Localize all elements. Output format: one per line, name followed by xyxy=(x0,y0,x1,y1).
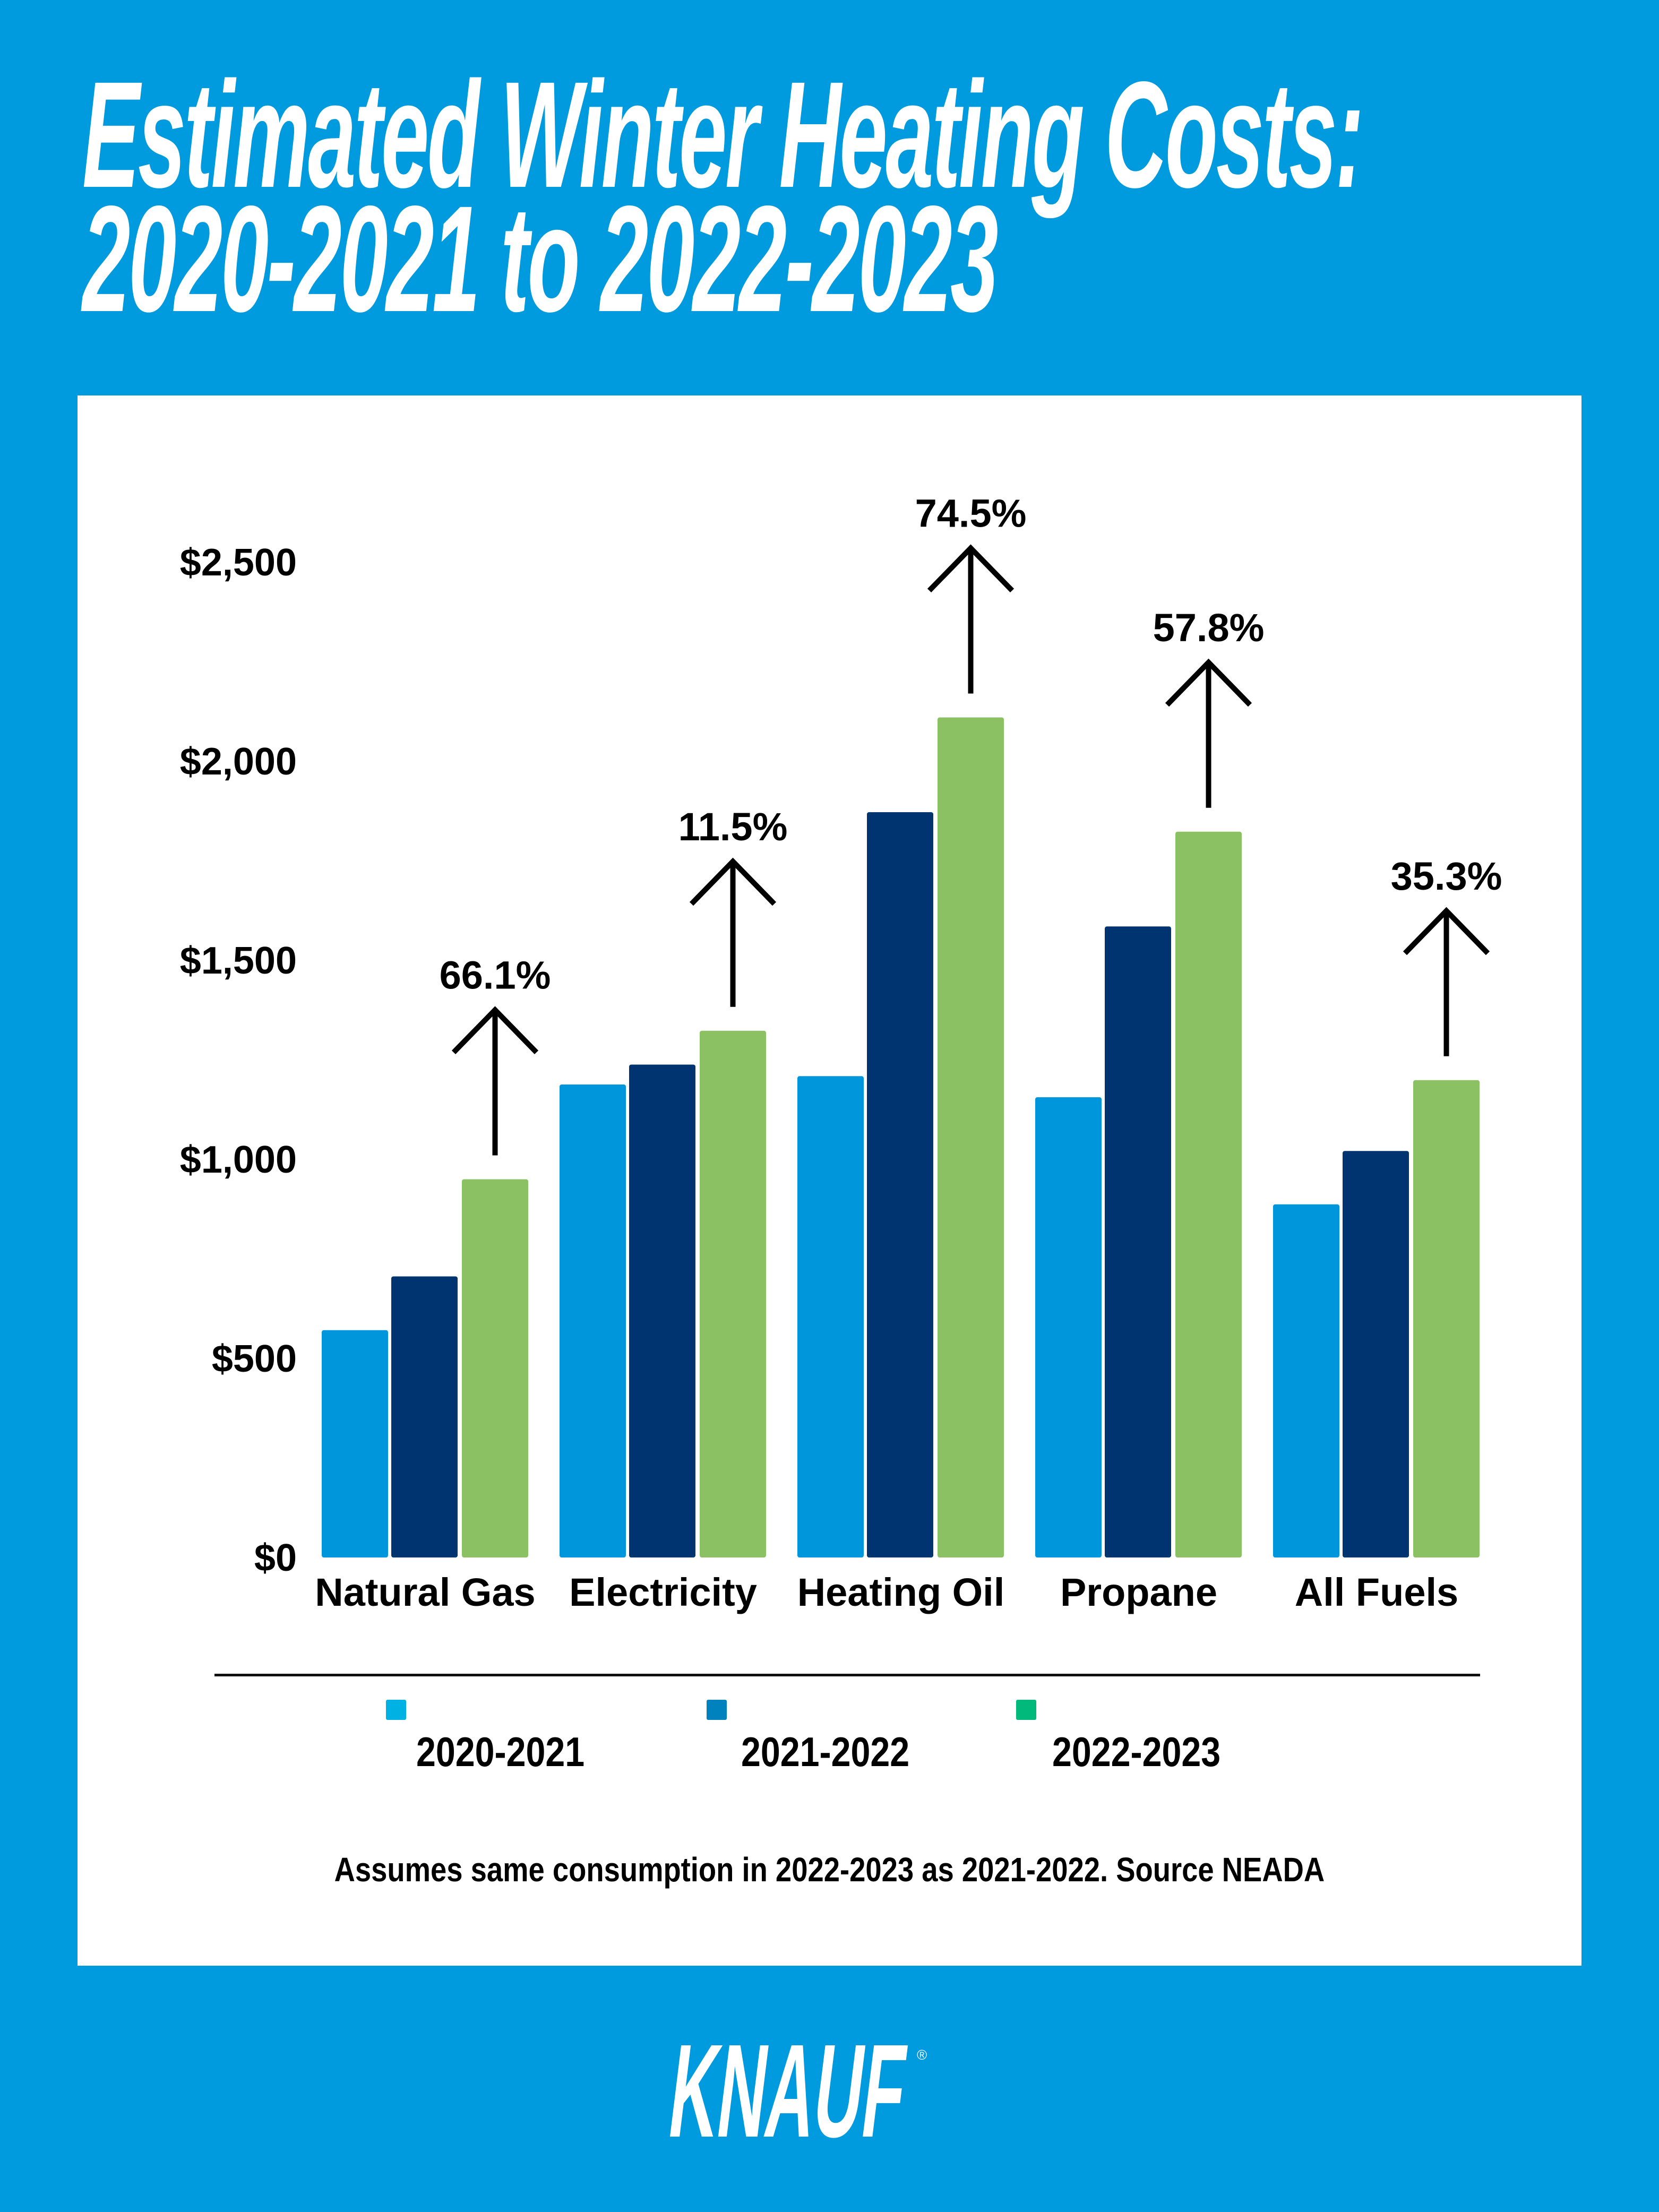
bar-2020-2021-all-fuels xyxy=(1273,1204,1339,1557)
category-label: Electricity xyxy=(569,1570,757,1614)
increase-arrow-icon xyxy=(927,544,1015,694)
y-tick-label: $1,500 xyxy=(180,940,297,982)
legend-label-2021-2022: 2021-2022 xyxy=(741,1728,910,1775)
y-tick-label: $2,000 xyxy=(180,741,297,783)
increase-arrow-icon xyxy=(689,857,777,1007)
title-line-1: Estimated Winter Heating Costs: xyxy=(82,50,1364,219)
logo-registered-mark: ® xyxy=(917,2047,927,2063)
percent-change-label: 66.1% xyxy=(440,953,551,997)
y-tick-label: $2,500 xyxy=(180,541,297,584)
bar-2021-2022-natural-gas xyxy=(391,1276,458,1557)
footnote-text: Assumes same consumption in 2022-2023 as… xyxy=(334,1850,1325,1889)
bar-2022-2023-propane xyxy=(1175,831,1242,1557)
bar-2020-2021-propane xyxy=(1035,1097,1102,1557)
legend-divider xyxy=(214,1674,1480,1676)
bar-2020-2021-electricity xyxy=(560,1085,626,1557)
y-tick-label: $0 xyxy=(254,1537,297,1579)
increase-arrow-icon xyxy=(1165,658,1252,808)
footnote: Assumes same consumption in 2022-2023 as… xyxy=(0,1850,1659,1889)
legend-swatch-2020-2021 xyxy=(386,1700,406,1720)
knauf-logo: KNAUF ® xyxy=(662,2022,927,2165)
bar-2022-2023-natural-gas xyxy=(462,1179,528,1557)
percent-change-label: 74.5% xyxy=(915,492,1027,536)
logo-text: KNAUF xyxy=(662,2022,914,2165)
category-label: Natural Gas xyxy=(315,1570,535,1614)
y-tick-label: $500 xyxy=(212,1338,297,1380)
legend-swatch-2022-2023 xyxy=(1016,1700,1036,1720)
bar-2020-2021-heating-oil xyxy=(797,1076,864,1557)
bar-2021-2022-propane xyxy=(1105,926,1171,1557)
y-tick-label: $1,000 xyxy=(180,1139,297,1181)
percent-change-label: 57.8% xyxy=(1153,606,1265,650)
title-line-2: 2020-2021 to 2022-2023 xyxy=(82,175,999,343)
category-label: All Fuels xyxy=(1295,1570,1458,1614)
category-label: Heating Oil xyxy=(797,1570,1005,1614)
bar-2021-2022-electricity xyxy=(629,1064,695,1557)
increase-arrow-icon xyxy=(1403,907,1490,1056)
bar-2021-2022-heating-oil xyxy=(867,812,933,1557)
legend-label-2022-2023: 2022-2023 xyxy=(1052,1728,1221,1775)
bar-2022-2023-heating-oil xyxy=(938,717,1004,1557)
bar-2020-2021-natural-gas xyxy=(322,1330,388,1557)
legend-swatch-2021-2022 xyxy=(707,1700,727,1720)
bar-2021-2022-all-fuels xyxy=(1343,1151,1409,1557)
increase-arrow-icon xyxy=(451,1006,539,1156)
bar-2022-2023-all-fuels xyxy=(1413,1080,1480,1557)
legend-label-2020-2021: 2020-2021 xyxy=(416,1728,585,1775)
category-label: Propane xyxy=(1060,1570,1217,1614)
bar-2022-2023-electricity xyxy=(700,1030,766,1557)
percent-change-label: 35.3% xyxy=(1391,854,1502,898)
percent-change-label: 11.5% xyxy=(678,805,788,849)
